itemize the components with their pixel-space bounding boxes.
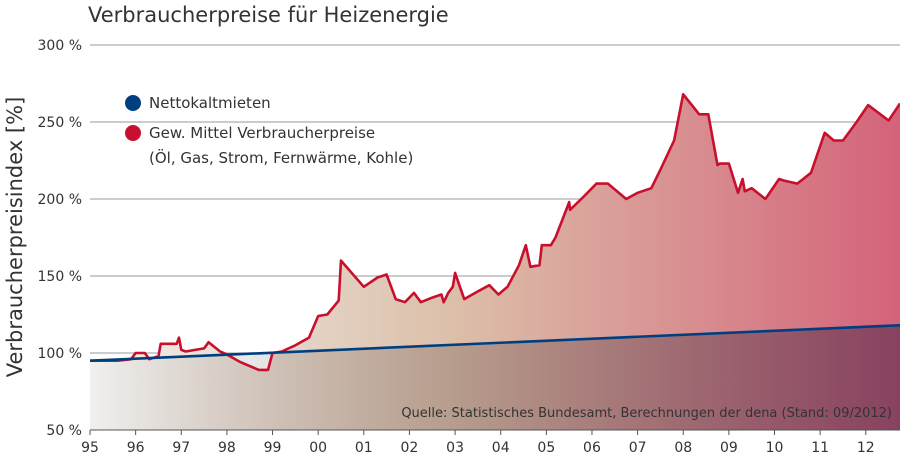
y-tick-300: 300 % xyxy=(38,38,82,54)
x-tick-03: 03 xyxy=(446,440,464,456)
y-axis-ticks: 50 % 100 % 150 % 200 % 250 % 300 % xyxy=(38,38,82,439)
x-axis-ticks: 95 96 97 98 99 00 01 02 03 04 05 06 07 08 09 10 11 12 xyxy=(81,429,900,456)
y-axis-label: Verbraucherpreisindex [%] xyxy=(3,97,27,378)
x-tick-09: 09 xyxy=(720,440,738,456)
x-tick-07: 07 xyxy=(629,440,647,456)
area-shade-nettokaltmieten xyxy=(90,325,900,430)
area-fill xyxy=(90,94,900,430)
x-tick-98: 98 xyxy=(218,440,236,456)
chart-title: Verbraucherpreise für Heizenergie xyxy=(88,3,449,27)
x-tick-06: 06 xyxy=(583,440,601,456)
x-tick-04: 04 xyxy=(492,440,510,456)
legend-label-verbraucherpreise: Gew. Mittel Verbraucherpreise xyxy=(149,124,375,142)
x-tick-12: 12 xyxy=(857,440,875,456)
x-tick-11: 11 xyxy=(811,440,829,456)
y-tick-250: 250 % xyxy=(38,115,82,131)
y-tick-50: 50 % xyxy=(46,423,82,439)
x-tick-08: 08 xyxy=(674,440,692,456)
legend-label-nettokaltmieten: Nettokaltmieten xyxy=(149,94,271,112)
legend: Nettokaltmieten Gew. Mittel Verbraucherp… xyxy=(125,94,413,167)
x-tick-05: 05 xyxy=(537,440,555,456)
source-annotation: Quelle: Statistisches Bundesamt, Berechn… xyxy=(401,406,892,421)
x-tick-96: 96 xyxy=(127,440,145,456)
x-tick-00: 00 xyxy=(309,440,327,456)
y-tick-150: 150 % xyxy=(38,269,82,285)
x-tick-02: 02 xyxy=(401,440,419,456)
y-tick-200: 200 % xyxy=(38,192,82,208)
x-tick-99: 99 xyxy=(264,440,282,456)
line-nettokaltmieten xyxy=(89,323,900,362)
y-tick-100: 100 % xyxy=(38,346,82,362)
legend-sublabel-verbraucherpreise: (Öl, Gas, Strom, Fernwärme, Kohle) xyxy=(149,148,413,167)
x-tick-95: 95 xyxy=(81,440,99,456)
legend-marker-verbraucherpreise xyxy=(125,125,141,141)
series-lines xyxy=(89,93,900,372)
x-tick-01: 01 xyxy=(355,440,373,456)
line-verbraucherpreise xyxy=(90,93,900,372)
x-tick-97: 97 xyxy=(172,440,190,456)
x-tick-10: 10 xyxy=(766,440,784,456)
legend-marker-nettokaltmieten xyxy=(125,95,141,111)
